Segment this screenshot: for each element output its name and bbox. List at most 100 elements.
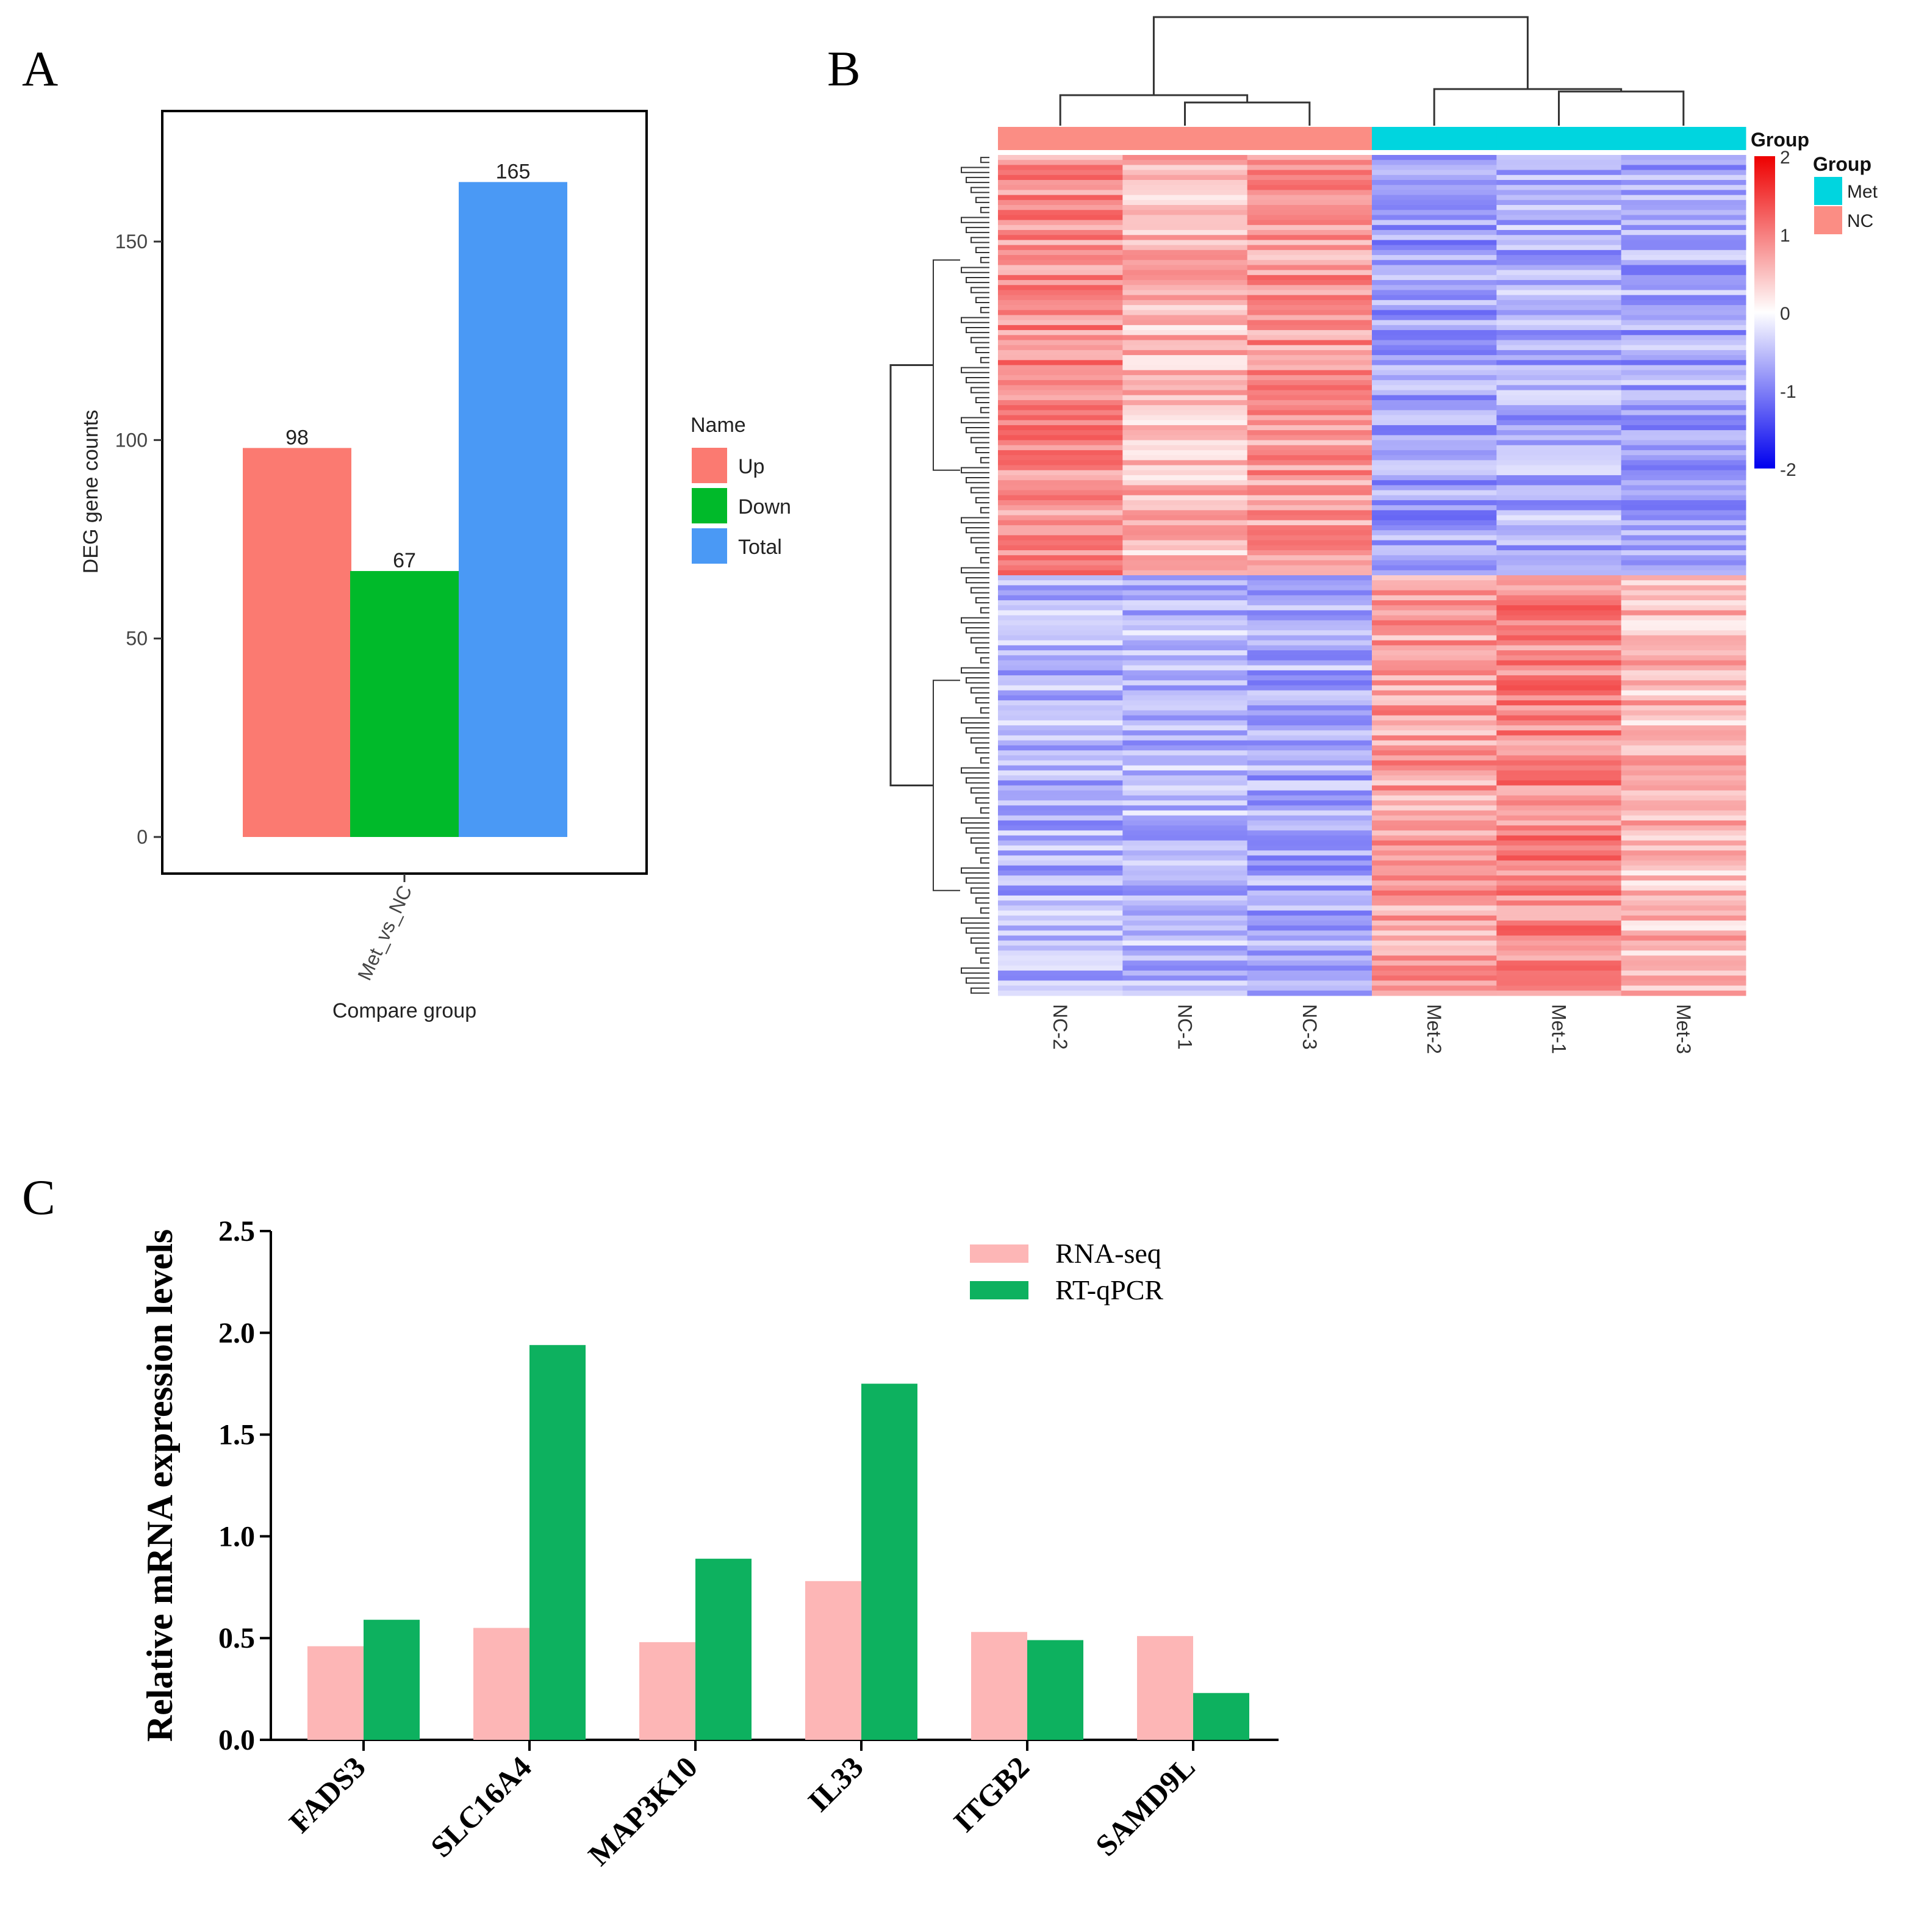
heatmap-cell (998, 695, 1123, 701)
heatmap-cell (1621, 224, 1746, 231)
heatmap-cell (1122, 510, 1248, 516)
heatmap-cell (1122, 425, 1248, 431)
heatmap-cell (1122, 885, 1248, 891)
heatmap-cell (1496, 495, 1622, 501)
heatmap-cell (1122, 335, 1248, 340)
heatmap-cell (1247, 215, 1372, 221)
heatmap-cell (1372, 920, 1497, 926)
heatmap-cell (1122, 199, 1248, 206)
legend-label-down: Down (738, 495, 791, 519)
column-dendrogram-link (1152, 16, 1529, 95)
heatmap-cell (1247, 885, 1372, 891)
heatmap-cell (1372, 315, 1497, 321)
heatmap-cell (1122, 865, 1248, 871)
row-dendrogram-link (975, 296, 989, 303)
legend-swatch-rt-qpcr (970, 1281, 1028, 1299)
heatmap-cell (1621, 410, 1746, 416)
heatmap-cell (1247, 170, 1372, 176)
heatmap-cell (1122, 635, 1248, 641)
heatmap-cell (1247, 470, 1372, 476)
heatmap-cell (998, 760, 1123, 766)
heatmap-cell (998, 380, 1123, 386)
heatmap-cell (1122, 895, 1248, 901)
heatmap-cell (1247, 205, 1372, 210)
row-dendrogram-link (961, 467, 989, 473)
heatmap-cell (1496, 865, 1622, 871)
heatmap-cell (1247, 840, 1372, 846)
heatmap-cell (1621, 870, 1746, 876)
heatmap-cell (1122, 980, 1248, 986)
heatmap-cell (1496, 820, 1622, 826)
heatmap-cell (1496, 745, 1622, 751)
heatmap-cell (1621, 290, 1746, 296)
heatmap-cell (998, 885, 1123, 891)
heatmap-cell (1122, 800, 1248, 806)
heatmap-cell (1496, 845, 1622, 851)
row-dendrogram-link (975, 797, 989, 804)
heatmap-cell (1621, 395, 1746, 401)
heatmap-cell (1372, 390, 1497, 396)
heatmap-cell (1247, 240, 1372, 246)
heatmap-cell (1122, 370, 1248, 376)
heatmap-cell (1122, 170, 1248, 176)
heatmap-cell (1372, 670, 1497, 676)
heatmap-cell (1247, 335, 1372, 340)
heatmap-cell (1372, 710, 1497, 716)
heatmap-cell (998, 755, 1123, 761)
heatmap-cell (998, 630, 1123, 636)
heatmap-cell (1496, 910, 1622, 916)
heatmap-cell (1372, 235, 1497, 240)
heatmap-cell (1372, 460, 1497, 466)
heatmap-cell (998, 665, 1123, 671)
heatmap-cell (1621, 365, 1746, 371)
row-dendrogram-link (975, 647, 989, 654)
heatmap-cell (1122, 920, 1248, 926)
group-annotation-cell (1122, 127, 1248, 150)
heatmap-cell (1247, 800, 1372, 806)
heatmap-cell (998, 890, 1123, 896)
heatmap-cell (1122, 930, 1248, 936)
heatmap-cell (1621, 705, 1746, 711)
heatmap-cell (1247, 990, 1372, 996)
heatmap-cell (1372, 435, 1497, 441)
heatmap-cell (1621, 955, 1746, 961)
heatmap-cell (998, 715, 1123, 721)
heatmap-cell (1247, 540, 1372, 546)
heatmap-cell (1621, 825, 1746, 831)
heatmap-cell (1496, 350, 1622, 356)
heatmap-cell (1372, 605, 1497, 611)
heatmap-cell (1372, 545, 1497, 551)
row-dendrogram-link (966, 827, 989, 834)
heatmap-cell (1122, 925, 1248, 931)
heatmap-cell (1122, 730, 1248, 736)
bar-rna-seq-samd9l (1137, 1636, 1193, 1740)
column-dendrogram-link (1558, 90, 1685, 126)
heatmap-cell (998, 160, 1123, 165)
heatmap-cell (1247, 860, 1372, 866)
legend-title-a: Name (691, 414, 746, 437)
heatmap-cell (1621, 335, 1746, 340)
heatmap-cell (1372, 695, 1497, 701)
heatmap-cell (1496, 835, 1622, 841)
heatmap-cell (1247, 325, 1372, 331)
heatmap-cell (1496, 650, 1622, 656)
heatmap-cell (998, 315, 1123, 321)
heatmap-cell (1247, 870, 1372, 876)
heatmap-cell (1621, 360, 1746, 365)
heatmap-cell (1621, 750, 1746, 756)
heatmap-cell (1122, 695, 1248, 701)
x-tick-label-c: MAP3K10 (581, 1750, 704, 1872)
heatmap-cell (1122, 495, 1248, 501)
heatmap-cell (1122, 975, 1248, 981)
heatmap-cell (1122, 470, 1248, 476)
heatmap-cell (1496, 375, 1622, 381)
heatmap-cell (1496, 875, 1622, 881)
heatmap-cell (1621, 460, 1746, 466)
heatmap-cell (1247, 360, 1372, 365)
heatmap-cell (1247, 930, 1372, 936)
row-dendrogram-link (961, 967, 989, 974)
heatmap-cell (1496, 455, 1622, 461)
heatmap-cell (1247, 220, 1372, 226)
heatmap-cell (1621, 220, 1746, 226)
heatmap-cell (1372, 305, 1497, 311)
